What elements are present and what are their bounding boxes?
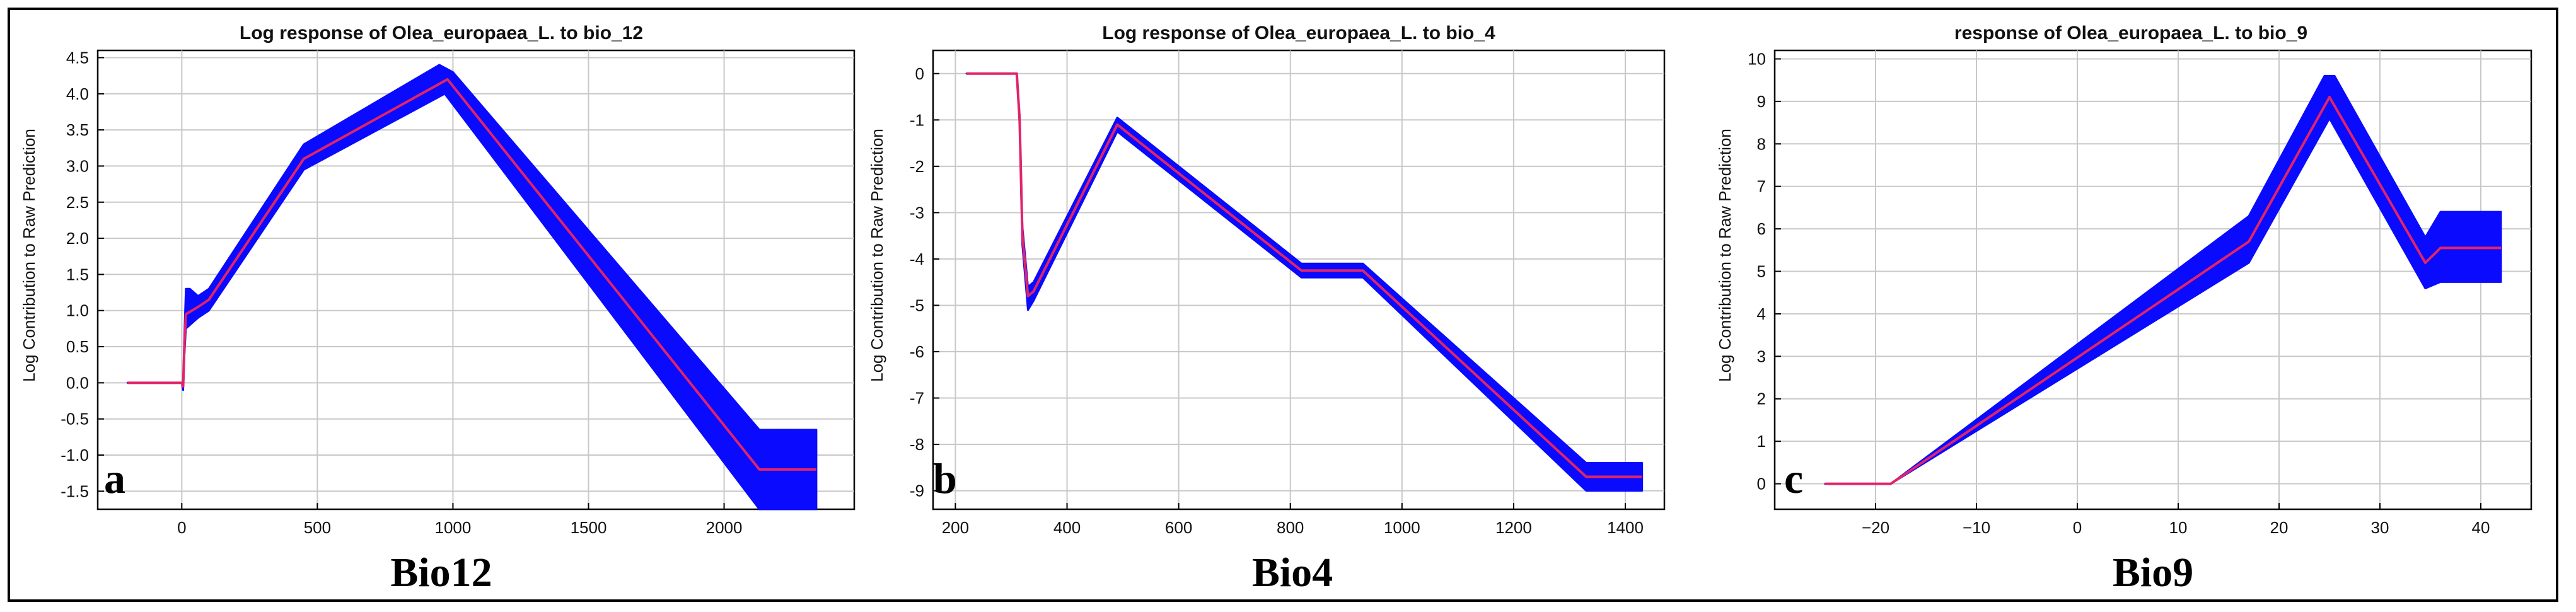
y-tick-label: -0.5 (61, 410, 89, 429)
y-tick-label: 4 (1757, 304, 1766, 323)
y-axis-label: Log Contribution to Raw Prediction (20, 129, 38, 382)
x-tick-label: 600 (1165, 518, 1192, 537)
x-ticks: 0 500 1000 1500 2000 (177, 503, 742, 537)
chart-panel-c: response of Olea_europaea_L. to bio_9 Lo… (1715, 23, 2532, 596)
x-axis-label: Bio12 (390, 550, 492, 596)
panel-label: b (933, 454, 957, 502)
y-tick-label: -6 (910, 342, 924, 361)
y-tick-label: 7 (1757, 177, 1766, 196)
x-tick-label: 1500 (571, 518, 607, 537)
y-axis-label: Log Contribution to Raw Prediction (1715, 129, 1734, 382)
mean-response-line (127, 78, 816, 471)
y-tick-label: 9 (1757, 92, 1766, 111)
chart-panel-a: Log response of Olea_europaea_L. to bio_… (20, 23, 856, 596)
y-axis-label: Log Contribution to Raw Prediction (867, 129, 886, 382)
x-tick-label: 800 (1277, 518, 1304, 537)
y-tick-label: -8 (910, 435, 924, 454)
y-tick-label: 3.5 (66, 120, 89, 139)
y-tick-label: -1 (910, 110, 924, 129)
y-tick-label: 2.5 (66, 193, 89, 212)
plot-area (1773, 49, 2532, 511)
y-tick-label: -5 (910, 296, 924, 315)
x-tick-label: −10 (1963, 518, 1990, 537)
y-tick-label: 6 (1757, 219, 1766, 238)
y-tick-label: 2 (1757, 390, 1766, 408)
x-ticks: −20 −10 0 10 20 30 40 (1862, 503, 2490, 537)
y-tick-label: 1 (1757, 432, 1766, 451)
y-tick-label: 1.5 (66, 265, 89, 284)
x-tick-label: −20 (1862, 518, 1889, 537)
y-tick-label: 0.0 (66, 373, 89, 392)
y-tick-label: 3 (1757, 347, 1766, 366)
grid (1775, 50, 2531, 509)
y-tick-label: -7 (910, 389, 924, 408)
x-tick-label: 400 (1053, 518, 1081, 537)
x-tick-label: 10 (2169, 518, 2188, 537)
y-tick-label: 0 (915, 64, 924, 83)
x-tick-label: 20 (2270, 518, 2289, 537)
y-ticks: -1.5 -1.0 -0.5 0.0 0.5 1.0 1.5 2.0 2.5 3.0 3.5 4.0 4… (61, 48, 104, 500)
y-tick-label: -9 (910, 482, 924, 500)
y-tick-label: -3 (910, 203, 924, 222)
x-tick-label: 0 (2073, 518, 2082, 537)
y-tick-label: 2.0 (66, 229, 89, 248)
y-tick-label: -4 (910, 250, 924, 268)
grid (933, 50, 1664, 509)
chart-title: response of Olea_europaea_L. to bio_9 (1954, 23, 2307, 43)
y-ticks: -9 -8 -7 -6 -5 -4 -3 -2 -1 0 (910, 64, 939, 500)
y-tick-label: 0.5 (66, 337, 89, 356)
y-tick-label: -2 (910, 157, 924, 176)
x-tick-label: 1000 (1384, 518, 1420, 537)
y-tick-label: 3.0 (66, 156, 89, 175)
y-ticks: 0 1 2 3 4 5 6 7 8 9 10 (1748, 49, 1781, 494)
mean-response-line (1825, 96, 2501, 485)
x-axis-label: Bio9 (2113, 550, 2193, 596)
y-tick-label: 10 (1748, 49, 1766, 68)
x-tick-label: 500 (304, 518, 331, 537)
chart-title: Log response of Olea_europaea_L. to bio_… (240, 23, 643, 43)
x-tick-label: 1400 (1607, 518, 1644, 537)
x-ticks: 200 400 600 800 1000 1200 1400 (942, 503, 1644, 537)
y-tick-label: 5 (1757, 262, 1766, 281)
y-tick-label: -1.5 (61, 482, 89, 500)
y-tick-label: 8 (1757, 134, 1766, 153)
figure-frame (8, 8, 2558, 602)
y-tick-label: 4.5 (66, 48, 89, 67)
plot-area (96, 49, 856, 511)
chart-title: Log response of Olea_europaea_L. to bio_… (1102, 23, 1495, 43)
panel-label: a (104, 454, 125, 502)
y-tick-label: -1.0 (61, 446, 89, 465)
x-axis-label: Bio4 (1252, 550, 1333, 596)
x-tick-label: 200 (942, 518, 969, 537)
y-tick-label: 0 (1757, 475, 1766, 494)
y-tick-label: 4.0 (66, 84, 89, 103)
panel-label: c (1784, 454, 1803, 502)
x-tick-label: 2000 (706, 518, 743, 537)
x-tick-label: 1200 (1495, 518, 1532, 537)
x-tick-label: 30 (2371, 518, 2389, 537)
chart-panel-b: Log response of Olea_europaea_L. to bio_… (867, 23, 1666, 596)
confidence-band (1824, 74, 2502, 485)
plot-area (932, 49, 1666, 511)
mean-response-line (966, 72, 1642, 478)
x-tick-label: 0 (177, 518, 186, 537)
x-tick-label: 40 (2472, 518, 2490, 537)
x-tick-label: 1000 (435, 518, 472, 537)
y-tick-label: 1.0 (66, 301, 89, 320)
